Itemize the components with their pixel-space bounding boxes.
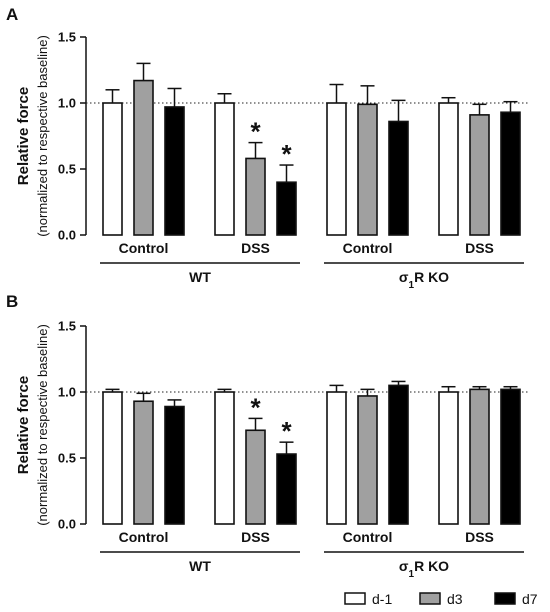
bar-d-1-1 xyxy=(214,391,235,525)
y-tick-label: 0.5 xyxy=(58,451,76,466)
group-label: WT xyxy=(189,558,211,574)
y-tick-label: 1.5 xyxy=(58,30,76,45)
y-axis-sublabel: (normalized to respective baseline) xyxy=(35,324,50,526)
y-tick-label: 0.0 xyxy=(58,517,76,532)
bar-d-1-0 xyxy=(102,391,123,525)
category-label: Control xyxy=(119,529,169,545)
bar-d7-0 xyxy=(164,405,185,525)
bar-d3-1 xyxy=(245,157,266,236)
significance-star: * xyxy=(250,392,261,422)
bar-d-1-0 xyxy=(102,102,123,236)
category-label: DSS xyxy=(465,240,494,256)
bar-d3-0 xyxy=(133,400,154,525)
panel-letter: A xyxy=(6,5,18,24)
legend-swatch-d7 xyxy=(494,592,516,605)
legend-label-d3: d3 xyxy=(447,591,463,607)
y-tick-label: 1.0 xyxy=(58,385,76,400)
bar-d3-1 xyxy=(245,429,266,525)
group-label: σ1R KO xyxy=(399,558,449,580)
bar-d7-2 xyxy=(388,120,409,236)
bar-d3-2 xyxy=(357,103,378,236)
bar-d7-2 xyxy=(388,384,409,525)
chart-panel-b: B Relative force (normalized to respective… xyxy=(6,292,530,580)
significance-star: * xyxy=(281,416,292,446)
y-tick-label: 1.5 xyxy=(58,319,76,334)
legend-label-d7: d7 xyxy=(522,591,538,607)
y-axis-sublabel: (normalized to respective baseline) xyxy=(35,35,50,237)
legend-label-d-1: d-1 xyxy=(372,591,392,607)
bar-d-1-2 xyxy=(326,102,347,236)
bar-d7-3 xyxy=(500,111,521,236)
category-label: DSS xyxy=(465,529,494,545)
category-label: DSS xyxy=(241,240,270,256)
bar-d-1-2 xyxy=(326,391,347,525)
bar-d-1-3 xyxy=(438,102,459,236)
legend-swatch-d-1 xyxy=(344,592,366,605)
bar-d3-3 xyxy=(469,114,490,236)
significance-star: * xyxy=(250,117,261,147)
category-label: Control xyxy=(343,240,393,256)
significance-star: * xyxy=(281,139,292,169)
bar-d3-0 xyxy=(133,79,154,236)
legend: d-1 d3 d7 xyxy=(344,591,538,607)
legend-swatch-d3 xyxy=(419,592,441,605)
y-axis-label: Relative force xyxy=(15,376,32,474)
bar-d3-2 xyxy=(357,395,378,525)
category-label: DSS xyxy=(241,529,270,545)
bar-d-1-1 xyxy=(214,102,235,236)
y-axis-label: Relative force xyxy=(15,87,32,185)
bar-d3-3 xyxy=(469,388,490,525)
bar-d7-1 xyxy=(276,181,297,236)
category-label: Control xyxy=(343,529,393,545)
panel-letter: B xyxy=(6,292,18,311)
bar-d7-0 xyxy=(164,106,185,236)
chart-panel-a: A Relative force (normalized to respective… xyxy=(6,5,530,291)
bar-d7-1 xyxy=(276,453,297,525)
group-label: σ1R KO xyxy=(399,269,449,291)
category-label: Control xyxy=(119,240,169,256)
y-tick-label: 1.0 xyxy=(58,96,76,111)
group-label: WT xyxy=(189,269,211,285)
bar-d-1-3 xyxy=(438,391,459,525)
y-tick-label: 0.5 xyxy=(58,162,76,177)
bar-d7-3 xyxy=(500,388,521,525)
y-tick-label: 0.0 xyxy=(58,228,76,243)
